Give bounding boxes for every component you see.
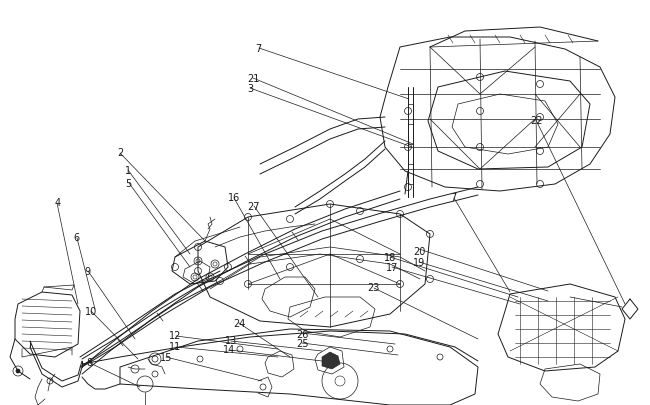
Text: 10: 10 <box>85 306 97 316</box>
Text: 27: 27 <box>247 202 260 211</box>
Text: 12: 12 <box>169 330 182 340</box>
Text: 17: 17 <box>385 262 398 272</box>
Polygon shape <box>322 352 340 369</box>
Text: 11: 11 <box>170 341 181 351</box>
Text: 19: 19 <box>413 258 425 267</box>
Text: 18: 18 <box>384 252 396 262</box>
Text: 13: 13 <box>225 335 237 345</box>
Text: 2: 2 <box>117 148 124 158</box>
Text: 8: 8 <box>86 358 93 367</box>
Text: 22: 22 <box>530 116 543 126</box>
Text: 24: 24 <box>233 318 246 328</box>
Text: 7: 7 <box>255 44 262 53</box>
Text: 25: 25 <box>296 339 309 348</box>
Text: 26: 26 <box>296 329 309 339</box>
Text: 20: 20 <box>413 246 426 256</box>
Text: 23: 23 <box>367 283 380 292</box>
Text: 16: 16 <box>228 193 240 202</box>
Circle shape <box>16 369 20 373</box>
Text: 1: 1 <box>125 165 131 175</box>
Text: 15: 15 <box>159 352 172 362</box>
Text: 7: 7 <box>450 193 457 202</box>
Circle shape <box>152 356 158 362</box>
Text: 6: 6 <box>73 233 80 243</box>
Text: 5: 5 <box>125 178 132 188</box>
Text: 14: 14 <box>224 344 235 354</box>
Text: 21: 21 <box>247 74 260 84</box>
Text: 4: 4 <box>54 198 60 207</box>
Text: 9: 9 <box>84 266 91 276</box>
Text: 3: 3 <box>247 83 254 93</box>
